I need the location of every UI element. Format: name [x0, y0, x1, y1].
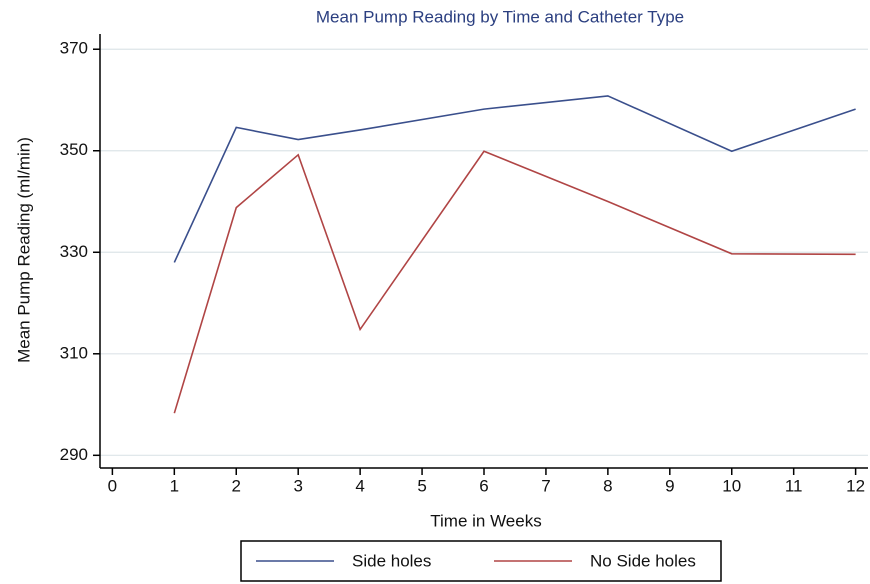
legend-box — [240, 540, 722, 582]
x-tick-label: 1 — [170, 476, 179, 495]
y-tick-label: 310 — [60, 343, 88, 362]
x-tick-label: 9 — [665, 476, 674, 495]
series-line — [173, 95, 856, 263]
x-tick-label: 12 — [846, 476, 865, 495]
chart-title: Mean Pump Reading by Time and Catheter T… — [316, 7, 684, 26]
series-line — [173, 150, 856, 414]
x-tick-label: 6 — [479, 476, 488, 495]
x-tick-label: 2 — [232, 476, 241, 495]
x-tick-label: 8 — [603, 476, 612, 495]
x-tick-label: 0 — [108, 476, 117, 495]
x-axis-label: Time in Weeks — [430, 511, 541, 530]
legend-label: No Side holes — [590, 551, 696, 570]
y-tick-label: 370 — [60, 39, 88, 58]
legend-label: Side holes — [352, 551, 431, 570]
y-tick-label: 330 — [60, 242, 88, 261]
x-tick-label: 3 — [293, 476, 302, 495]
x-tick-label: 10 — [722, 476, 741, 495]
x-tick-label: 5 — [417, 476, 426, 495]
y-tick-label: 350 — [60, 140, 88, 159]
x-tick-label: 4 — [355, 476, 364, 495]
x-tick-label: 7 — [541, 476, 550, 495]
y-axis-label: Mean Pump Reading (ml/min) — [14, 137, 33, 363]
y-tick-label: 290 — [60, 445, 88, 464]
x-tick-label: 11 — [785, 476, 803, 495]
